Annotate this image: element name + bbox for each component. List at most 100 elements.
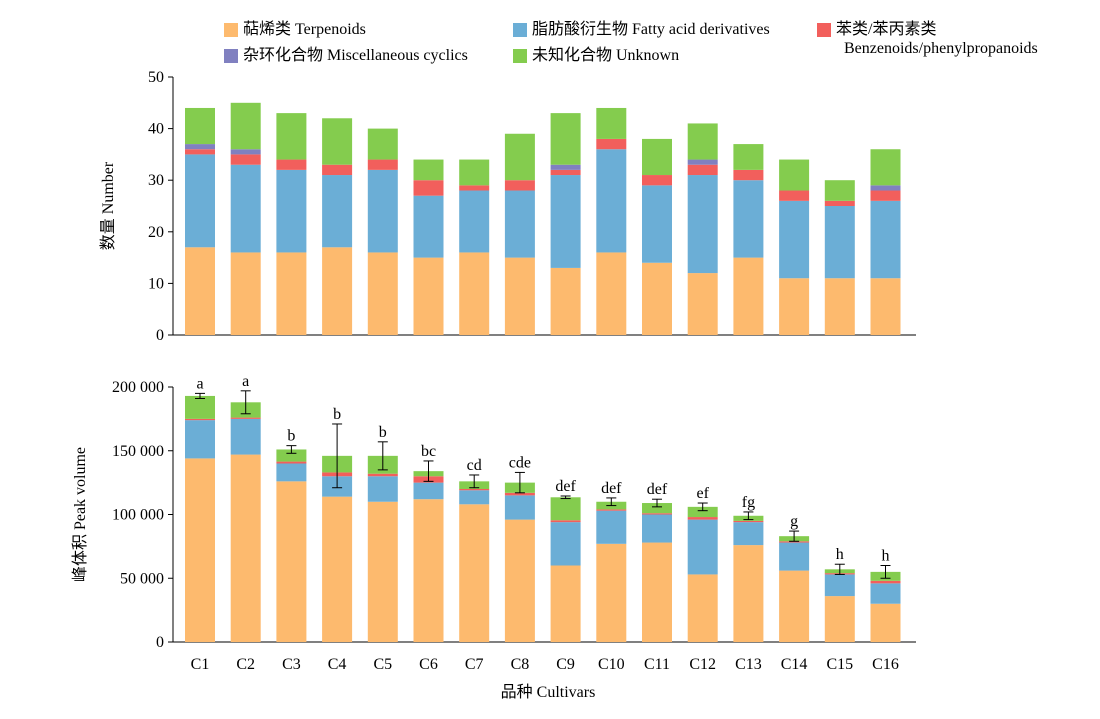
legend-label-benzenoids: 苯类/苯丙素类 (836, 21, 937, 38)
bar-count-C1-series-1 (185, 154, 215, 248)
bar-count-C8-series-2 (504, 180, 535, 191)
x-tick-label-C14: C14 (781, 656, 808, 673)
significance-label-C2: a (242, 373, 249, 390)
bar-volume-C13-series-2 (733, 520, 764, 523)
bar-volume-C8-series-0 (504, 519, 535, 642)
bar-count-C16-series-2 (870, 190, 901, 201)
y-tick-label-count: 10 (148, 275, 164, 292)
bar-count-C16-series-0 (870, 278, 901, 335)
y-tick-label-volume: 100 000 (112, 507, 164, 524)
significance-label-C14: g (790, 513, 798, 530)
significance-label-C15: h (836, 546, 844, 563)
bar-count-C1-series-0 (185, 247, 215, 335)
x-tick-label-C2: C2 (236, 656, 255, 673)
bar-count-C4-series-1 (322, 175, 353, 248)
bar-count-C4-series-0 (322, 247, 353, 335)
bar-volume-C5-series-2 (367, 473, 398, 477)
y-tick-label-count: 0 (156, 327, 164, 344)
bar-volume-C12-series-0 (687, 574, 718, 642)
bar-count-C13-series-0 (733, 257, 764, 335)
bar-count-C9-series-3 (550, 164, 581, 170)
bar-volume-C2-series-1 (230, 418, 261, 455)
bar-volume-C1-series-4 (185, 395, 215, 419)
bar-count-C7-series-1 (459, 190, 490, 253)
bar-count-C5-series-0 (367, 252, 398, 335)
bar-count-C9-series-4 (550, 113, 581, 165)
bar-volume-C4-series-0 (322, 496, 353, 642)
x-tick-label-C12: C12 (689, 656, 716, 673)
bar-count-C4-series-2 (322, 164, 353, 176)
y-tick-label-count: 30 (148, 172, 164, 189)
bar-count-C10-series-0 (596, 252, 627, 335)
bar-count-C16-series-3 (870, 185, 901, 191)
bar-count-C7-series-2 (459, 185, 490, 191)
y-tick-label-volume: 50 000 (120, 570, 164, 587)
bar-volume-C5-series-1 (367, 476, 398, 502)
bar-count-C9-series-0 (550, 267, 581, 335)
x-tick-label-C7: C7 (465, 656, 484, 673)
bar-count-C13-series-1 (733, 180, 764, 258)
significance-label-C5: b (379, 424, 387, 441)
bar-volume-C12-series-1 (687, 519, 718, 575)
bar-count-C2-series-4 (230, 102, 261, 150)
bar-count-C10-series-1 (596, 149, 627, 253)
bar-count-C6-series-4 (413, 159, 444, 181)
bar-count-C9-series-2 (550, 169, 581, 176)
x-tick-label-C9: C9 (556, 656, 575, 673)
x-tick-label-C13: C13 (735, 656, 762, 673)
bar-count-C6-series-2 (413, 180, 444, 196)
y-tick-label-count: 20 (148, 224, 164, 241)
legend-label-unknown: 未知化合物 Unknown (532, 47, 680, 64)
bar-volume-C14-series-0 (779, 570, 810, 642)
bar-count-C6-series-0 (413, 257, 444, 335)
significance-label-C3: b (287, 428, 295, 445)
bar-count-C12-series-3 (687, 159, 718, 165)
legend-swatch-fatty (513, 23, 527, 37)
bar-volume-C8-series-1 (504, 495, 535, 520)
significance-label-C10: def (601, 480, 622, 497)
bar-count-C16-series-4 (870, 149, 901, 186)
bar-count-C14-series-4 (779, 159, 810, 191)
bar-volume-C3-series-1 (276, 463, 307, 482)
bar-count-C14-series-0 (779, 278, 810, 335)
bar-count-C5-series-2 (367, 159, 398, 170)
bar-count-C2-series-2 (230, 154, 261, 165)
bar-count-C11-series-2 (642, 175, 672, 186)
bar-volume-C1-series-1 (185, 420, 215, 459)
legend-label-fatty: 脂肪酸衍生物 Fatty acid derivatives (532, 21, 770, 38)
bar-volume-C16-series-1 (870, 583, 901, 604)
legend-item-terpenoids: 萜烯类 Terpenoids (224, 20, 366, 39)
bar-count-C16-series-1 (870, 200, 901, 279)
bar-volume-C9-series-4 (550, 497, 581, 521)
bar-count-C3-series-4 (276, 113, 307, 160)
bar-volume-C2-series-0 (230, 454, 261, 642)
significance-label-C9: def (555, 478, 576, 495)
bar-volume-C11-series-1 (642, 514, 672, 543)
bar-volume-C10-series-2 (596, 509, 627, 511)
significance-label-C6: bc (421, 443, 436, 460)
bar-volume-C8-series-2 (504, 492, 535, 496)
bar-volume-C9-series-0 (550, 565, 581, 642)
bar-count-C2-series-0 (230, 252, 261, 335)
y-tick-label-count: 50 (148, 69, 164, 86)
bar-count-C11-series-0 (642, 262, 672, 335)
legend-item-benzenoids: 苯类/苯丙素类 Benzenoids/phenylpropanoids (817, 20, 1038, 58)
bar-volume-C3-series-4 (276, 449, 307, 462)
bar-count-C2-series-1 (230, 164, 261, 253)
bar-volume-C1-series-2 (185, 418, 215, 421)
bar-volume-C1-series-0 (185, 458, 215, 642)
bar-count-C2-series-3 (230, 149, 261, 155)
legend-swatch-misc (224, 49, 238, 63)
bar-count-C1-series-2 (185, 149, 215, 155)
bar-count-C12-series-0 (687, 273, 718, 335)
legend-swatch-unknown (513, 49, 527, 63)
bar-count-C12-series-2 (687, 164, 718, 176)
bar-count-C11-series-4 (642, 138, 672, 176)
bar-volume-C12-series-4 (687, 506, 718, 518)
legend-label-terpenoids: 萜烯类 Terpenoids (243, 21, 366, 38)
bar-volume-C7-series-0 (459, 504, 490, 642)
x-tick-label-C1: C1 (191, 656, 210, 673)
bar-volume-C7-series-1 (459, 490, 490, 505)
bar-count-C14-series-2 (779, 190, 810, 201)
bar-volume-C3-series-2 (276, 461, 307, 464)
